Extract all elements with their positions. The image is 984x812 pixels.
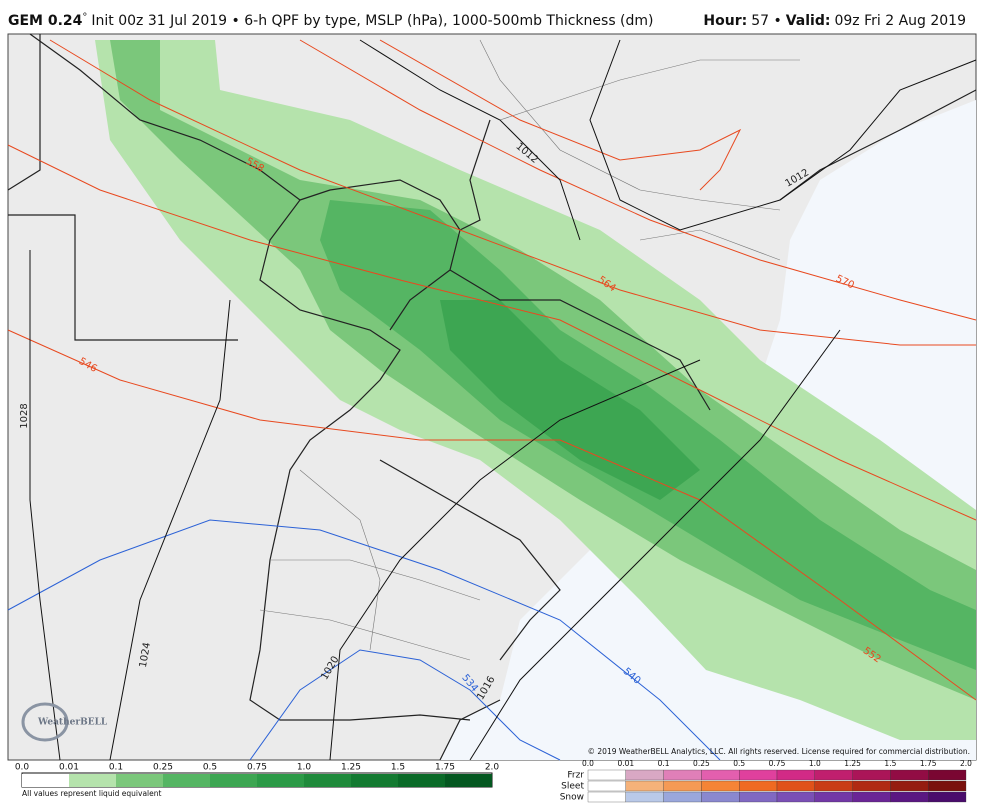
logo-text: WeatherBELL — [37, 718, 108, 728]
header-right: Hour: 57 • Valid: 09z Fri 2 Aug 2019 — [703, 13, 966, 29]
qpf-swatch — [304, 774, 351, 787]
qpf-scale-label: 0.5 — [203, 763, 217, 773]
qpf-scale-label: 0.0 — [15, 763, 30, 773]
type-swatch — [625, 780, 664, 792]
model-mark: ° — [82, 12, 87, 23]
type-scale-label: 0.25 — [693, 759, 710, 768]
type-scale-label: 1.75 — [920, 759, 937, 768]
type-swatch — [852, 791, 891, 803]
type-swatch — [928, 769, 967, 781]
logo-swirl — [21, 702, 69, 742]
type-swatch — [587, 780, 626, 792]
qpf-swatch — [257, 774, 304, 787]
type-swatch — [663, 780, 702, 792]
qpf-scale-label: 0.1 — [109, 763, 123, 773]
type-scale-label: 0.5 — [733, 759, 745, 768]
type-swatch — [776, 791, 815, 803]
qpf-scale-label: 1.25 — [341, 763, 361, 773]
qpf-darker — [440, 300, 700, 500]
hour: 57 • — [751, 13, 782, 29]
qpf-swatch — [210, 774, 257, 787]
type-swatch — [776, 780, 815, 792]
qpf-scale-label: 1.0 — [297, 763, 312, 773]
type-name: Snow — [560, 793, 584, 803]
qpf-swatch — [398, 774, 445, 787]
type-swatch — [739, 769, 778, 781]
type-swatch — [890, 791, 929, 803]
model: GEM 0.24 — [8, 13, 83, 29]
type-swatch — [776, 769, 815, 781]
valid-label: Valid: — [786, 13, 831, 29]
thickness-contours — [7, 39, 977, 701]
qpf-scale-label: 0.01 — [59, 763, 79, 773]
type-scale-label: 1.5 — [884, 759, 896, 768]
isobars — [29, 39, 977, 761]
type-scale-label: 0.75 — [769, 759, 786, 768]
contour-label: 1028 — [19, 403, 30, 428]
type-name: Sleet — [561, 782, 584, 792]
type-swatch — [701, 769, 740, 781]
type-scale-label: 0.0 — [582, 759, 594, 768]
qpf-scale-label: 1.75 — [435, 763, 455, 773]
type-swatch — [739, 791, 778, 803]
header-left: GEM 0.24° Init 00z 31 Jul 2019 • 6-h QPF … — [8, 12, 654, 29]
type-swatch — [701, 780, 740, 792]
logo: WeatherBELL — [21, 702, 108, 742]
hour-label: Hour: — [703, 13, 747, 29]
qpf-swatch — [445, 774, 492, 787]
type-swatch — [814, 769, 853, 781]
type-swatch — [928, 791, 967, 803]
description: Init 00z 31 Jul 2019 • 6-h QPF by type, … — [91, 13, 653, 29]
qpf-scale-label: 0.25 — [153, 763, 173, 773]
borders — [7, 33, 977, 761]
type-swatch — [814, 780, 853, 792]
qpf-scale-label: 1.5 — [391, 763, 405, 773]
type-swatch — [852, 780, 891, 792]
map-area — [7, 33, 977, 761]
type-scale-label: 0.1 — [658, 759, 670, 768]
type-swatch — [890, 769, 929, 781]
qpf-swatch — [116, 774, 163, 787]
type-swatch — [890, 780, 929, 792]
minor-borders — [259, 39, 800, 661]
type-swatch — [852, 769, 891, 781]
type-swatch — [739, 780, 778, 792]
type-swatch — [701, 791, 740, 803]
type-swatch — [625, 791, 664, 803]
qpf-swatch — [69, 774, 116, 787]
type-scale-label: 1.0 — [809, 759, 821, 768]
copyright: © 2019 WeatherBELL Analytics, LLC. All r… — [588, 747, 970, 756]
blue-contours — [7, 519, 721, 761]
valid: 09z Fri 2 Aug 2019 — [834, 13, 966, 29]
type-swatch — [625, 769, 664, 781]
type-swatch — [587, 769, 626, 781]
type-scale-label: 1.25 — [844, 759, 861, 768]
type-swatch — [587, 791, 626, 803]
type-scale-label: 2.0 — [960, 759, 972, 768]
qpf-scale-label: 2.0 — [485, 763, 500, 773]
qpf-swatch — [163, 774, 210, 787]
type-swatch — [928, 780, 967, 792]
type-name: Frzr — [567, 771, 584, 781]
type-scale-label: 0.01 — [617, 759, 634, 768]
qpf-swatch — [351, 774, 398, 787]
type-swatch — [814, 791, 853, 803]
type-swatch — [663, 769, 702, 781]
contour-label: 1024 — [138, 642, 153, 669]
qpf-swatch — [22, 774, 69, 787]
qpf-note: All values represent liquid equivalent — [22, 789, 161, 798]
qpf-scale-label: 0.75 — [247, 763, 267, 773]
type-swatch — [663, 791, 702, 803]
